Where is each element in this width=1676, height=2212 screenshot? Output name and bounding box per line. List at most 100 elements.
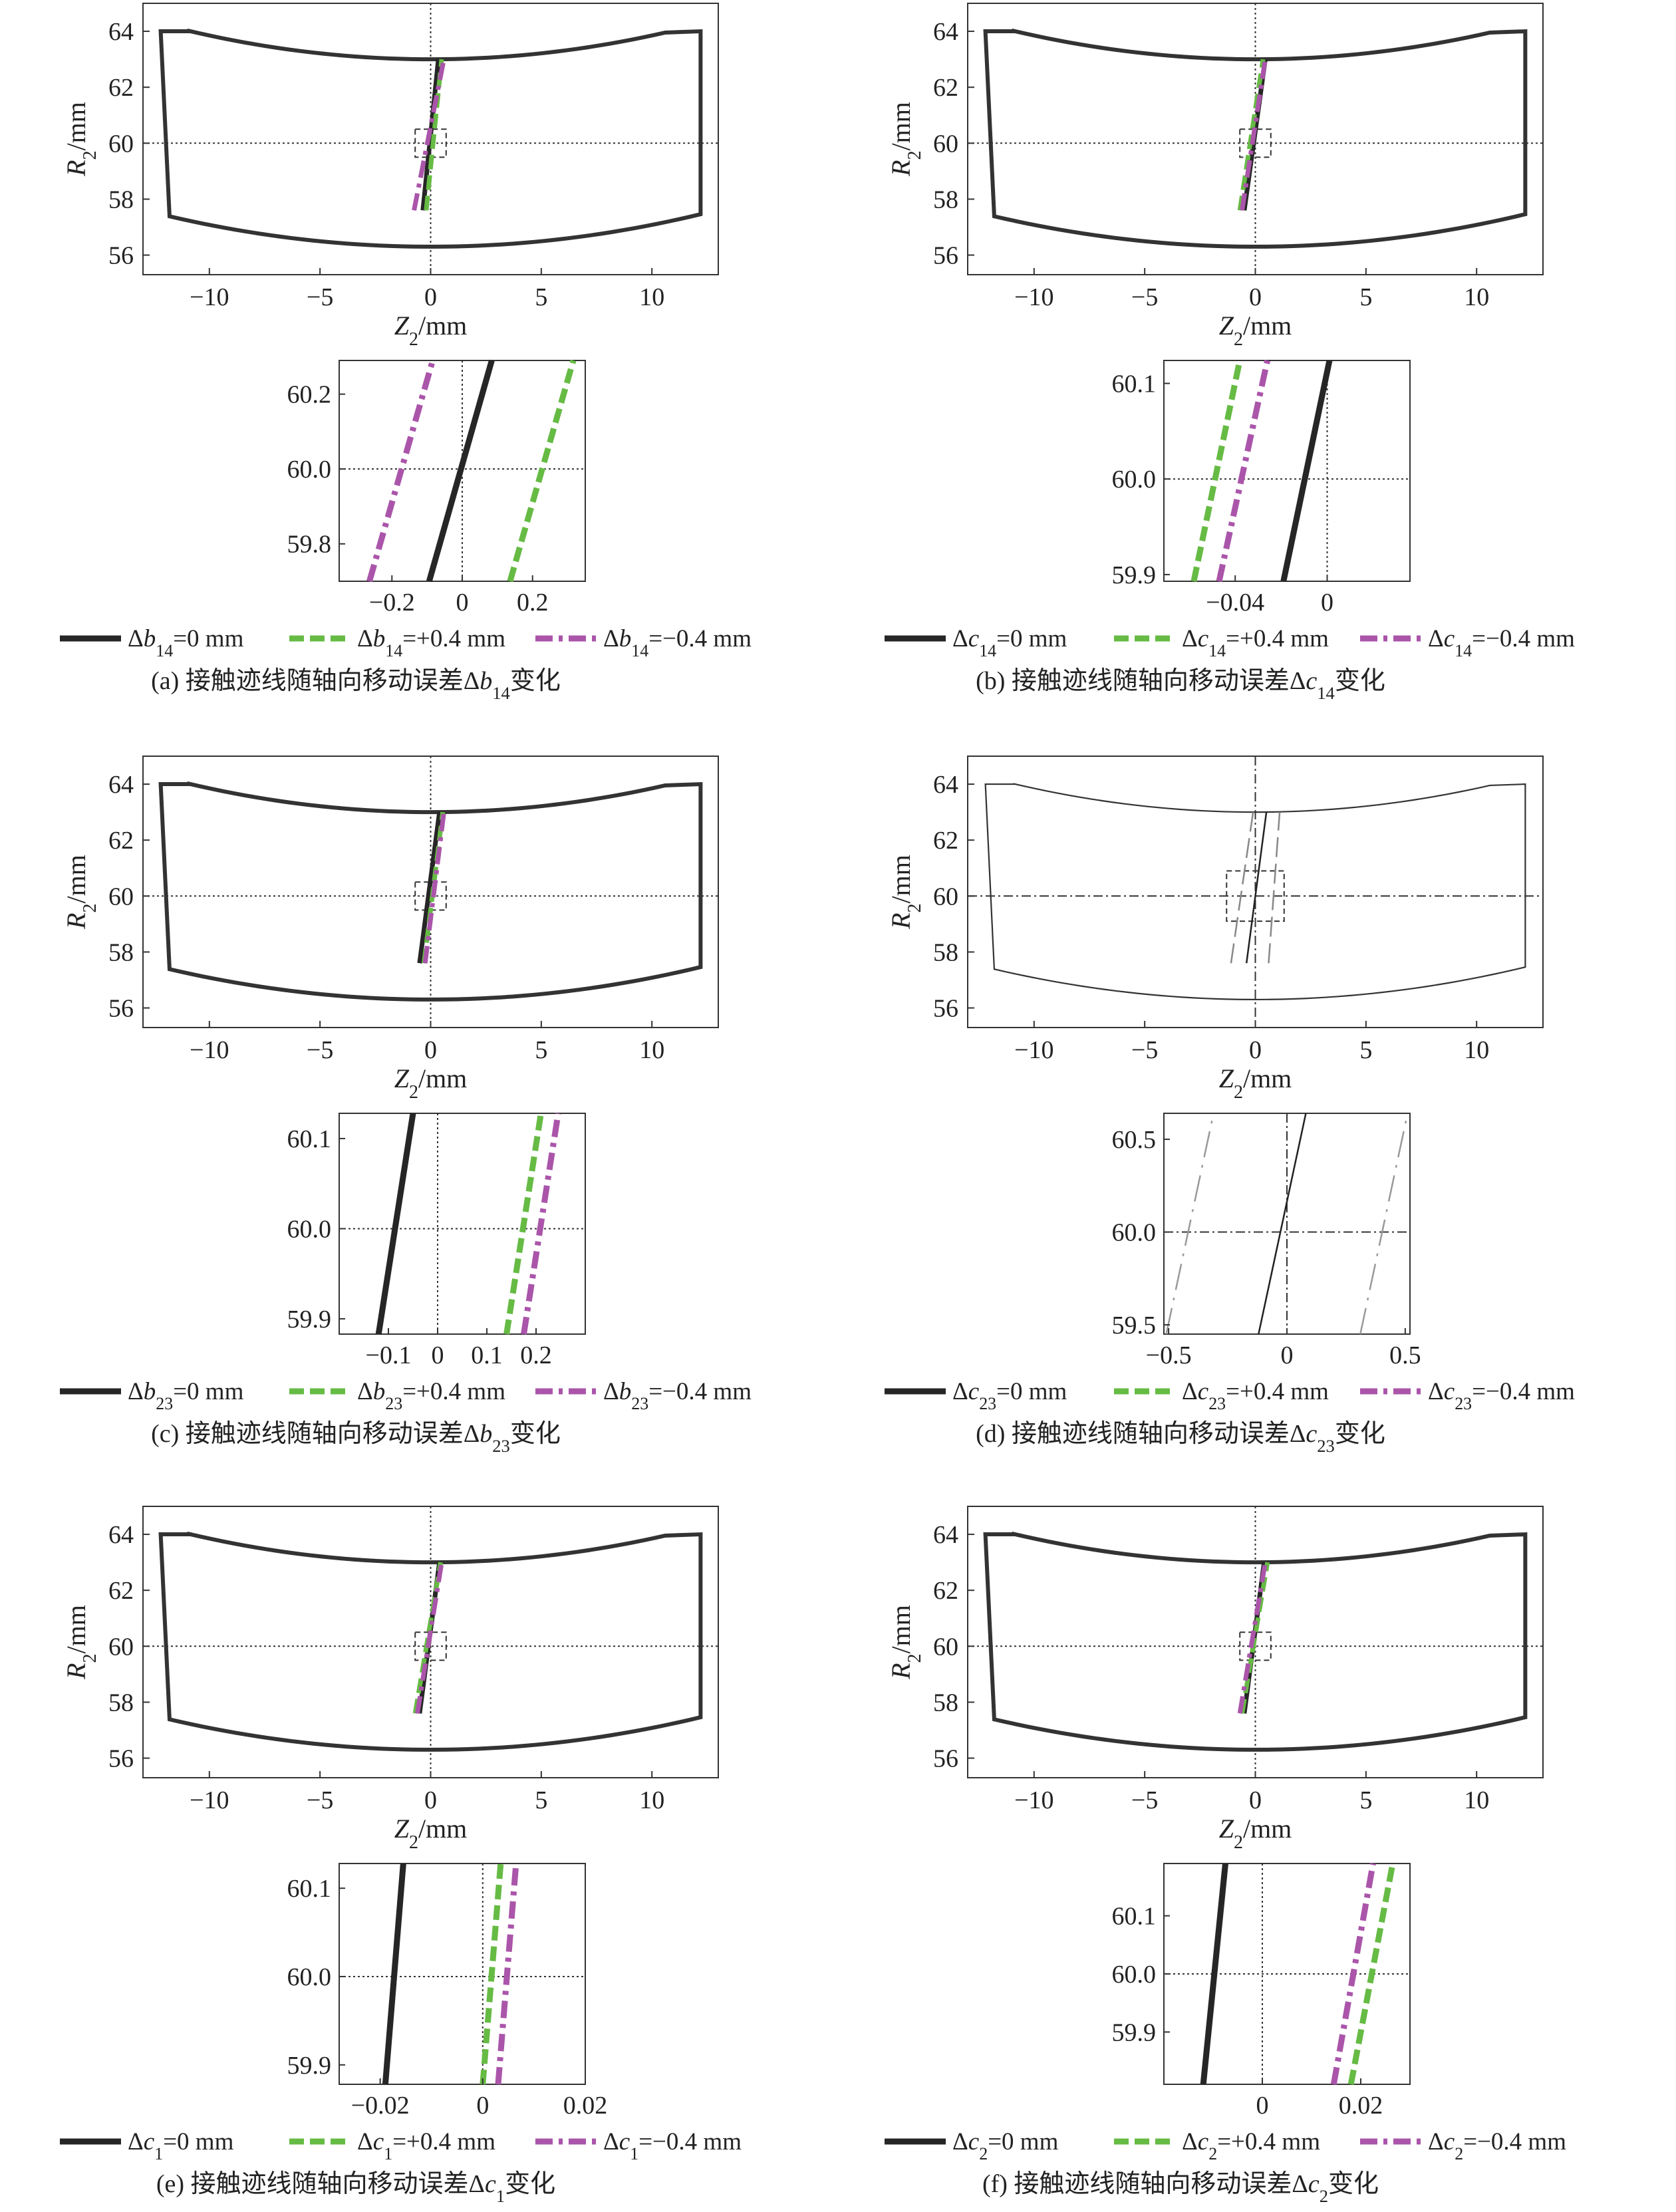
zoom-plot-frame — [339, 1113, 586, 1335]
main-x-axis-label: Z2/mm — [394, 311, 468, 350]
legend-label-plus: Δb23=+0.4 mm — [357, 1378, 505, 1413]
caption: (b) 接触迹线随轴向移动误差Δc14变化 — [976, 667, 1385, 703]
zoom-region-box — [1239, 1631, 1272, 1661]
zoom-trace-plus — [1347, 1863, 1396, 2085]
main-trace-minus — [415, 1562, 444, 1714]
legend-label-minus: Δc14=−0.4 mm — [1428, 625, 1575, 660]
legend-label-nominal: Δc14=0 mm — [952, 625, 1067, 660]
main-y-tick-label: 64 — [108, 18, 134, 46]
legend-label-plus: Δb14=+0.4 mm — [357, 625, 505, 660]
panel-f: 56 58 60 62 64 −10 −5 0 5 10 Z2/mm R2/mm 59.9 60.0 60.… — [885, 1506, 1566, 2206]
main-x-tick-label: 10 — [1464, 1036, 1489, 1064]
main-x-tick-label: 5 — [1359, 1786, 1372, 1814]
zoom-y-tick-label: 59.9 — [287, 2052, 332, 2080]
main-y-tick-label: 60 — [933, 130, 958, 158]
zoom-trace-nominal — [375, 1113, 416, 1335]
tooth-outline — [983, 28, 1528, 249]
zoom-x-tick-label: −0.02 — [351, 2092, 410, 2120]
main-y-axis-label: R2/mm — [61, 1605, 100, 1680]
main-x-tick-label: −5 — [1131, 1036, 1158, 1064]
tooth-outline — [158, 28, 703, 249]
main-x-tick-label: 0 — [424, 1786, 437, 1814]
main-x-tick-label: −10 — [190, 1786, 229, 1814]
zoom-plot-frame — [1163, 360, 1411, 582]
main-y-tick-label: 60 — [108, 130, 134, 158]
main-y-axis-label: R2/mm — [61, 855, 100, 930]
legend-label-minus: Δb14=−0.4 mm — [603, 625, 752, 660]
main-x-tick-label: −5 — [307, 1036, 333, 1064]
zoom-trace-nominal — [1258, 1113, 1307, 1335]
zoom-trace-plus — [480, 1863, 504, 2085]
legend-label-nominal: Δc2=0 mm — [952, 2128, 1059, 2163]
main-trace-minus — [1240, 59, 1268, 211]
zoom-region-box — [1226, 870, 1285, 922]
caption: (d) 接触迹线随轴向移动误差Δc23变化 — [976, 1420, 1385, 1456]
zoom-trace-minus — [1165, 1113, 1214, 1335]
zoom-y-tick-label: 59.5 — [1112, 1312, 1157, 1339]
main-x-tick-label: 5 — [535, 283, 547, 311]
zoom-y-tick-label: 59.9 — [1112, 561, 1157, 589]
caption: (c) 接触迹线随轴向移动误差Δb23变化 — [151, 1420, 561, 1456]
main-y-tick-label: 60 — [108, 883, 134, 910]
legend-label-minus: Δc23=−0.4 mm — [1428, 1378, 1575, 1413]
main-x-tick-label: −5 — [307, 283, 333, 311]
zoom-x-tick-label: 0.02 — [563, 2092, 608, 2120]
caption: (f) 接触迹线随轴向移动误差Δc2变化 — [982, 2170, 1379, 2206]
main-y-axis-label: R2/mm — [61, 102, 100, 177]
zoom-plot-frame — [339, 1863, 586, 2085]
main-x-tick-label: −10 — [1014, 1786, 1053, 1814]
zoom-y-tick-label: 60.0 — [1112, 1961, 1157, 1989]
main-x-tick-label: −10 — [1014, 283, 1053, 311]
main-x-tick-label: 0 — [424, 283, 437, 311]
zoom-region-box — [1239, 128, 1272, 158]
main-x-tick-label: −5 — [307, 1786, 333, 1814]
zoom-x-tick-label: 0 — [456, 589, 469, 617]
caption: (e) 接触迹线随轴向移动误差Δc1变化 — [156, 2170, 555, 2206]
zoom-trace-minus — [1330, 1863, 1376, 2085]
main-x-tick-label: 5 — [1359, 1036, 1372, 1064]
main-trace-nominal — [1245, 811, 1268, 964]
tooth-outline — [983, 1531, 1528, 1752]
zoom-trace-nominal — [382, 1863, 406, 2085]
tooth-outline — [158, 1531, 703, 1752]
zoom-x-tick-label: 0 — [1256, 2092, 1269, 2120]
legend-label-nominal: Δb14=0 mm — [128, 625, 244, 660]
zoom-trace-nominal — [426, 359, 495, 583]
main-x-tick-label: −5 — [1131, 1786, 1158, 1814]
main-y-tick-label: 64 — [933, 771, 958, 799]
main-y-tick-label: 56 — [108, 995, 134, 1023]
zoom-trace-plus — [503, 1113, 544, 1335]
legend-label-minus: Δc2=−0.4 mm — [1428, 2128, 1566, 2163]
zoom-y-tick-label: 60.1 — [287, 1125, 332, 1153]
zoom-y-tick-label: 59.9 — [287, 1306, 332, 1333]
main-y-tick-label: 56 — [933, 242, 958, 270]
zoom-trace-minus — [366, 359, 436, 583]
main-y-tick-label: 58 — [933, 186, 958, 213]
panel-d: 56 58 60 62 64 −10 −5 0 5 10 Z2/mm R2/mm 59.5 60.0 60.… — [885, 756, 1575, 1456]
main-y-tick-label: 58 — [108, 938, 134, 966]
panel-a: 56 58 60 62 64 −10 −5 0 5 10 Z2/mm R2/mm 59.8 60.0 60.… — [60, 3, 752, 703]
main-y-axis-label: R2/mm — [886, 102, 925, 177]
zoom-y-tick-label: 60.5 — [1112, 1126, 1157, 1154]
main-y-tick-label: 62 — [108, 1577, 134, 1605]
main-x-tick-label: −10 — [190, 283, 229, 311]
main-x-tick-label: 0 — [424, 1036, 437, 1064]
zoom-x-tick-label: −0.04 — [1206, 589, 1264, 617]
main-x-tick-label: 0 — [1249, 1036, 1262, 1064]
main-y-tick-label: 58 — [108, 1689, 134, 1717]
main-y-tick-label: 60 — [933, 883, 958, 910]
zoom-x-tick-label: 0 — [1321, 589, 1333, 617]
zoom-y-tick-label: 60.0 — [1112, 466, 1157, 493]
zoom-x-tick-label: −0.1 — [366, 1341, 412, 1369]
zoom-x-tick-label: 0 — [432, 1341, 444, 1369]
main-trace-plus — [1268, 812, 1281, 964]
main-y-tick-label: 62 — [108, 74, 134, 102]
main-x-axis-label: Z2/mm — [1219, 311, 1292, 350]
zoom-region-box — [414, 1631, 447, 1661]
main-x-axis-label: Z2/mm — [1219, 1814, 1292, 1853]
zoom-y-tick-label: 60.1 — [1112, 1903, 1157, 1931]
zoom-y-tick-label: 60.0 — [287, 1963, 332, 1991]
zoom-x-tick-label: 0.2 — [520, 1341, 552, 1369]
zoom-trace-plus — [507, 359, 577, 583]
